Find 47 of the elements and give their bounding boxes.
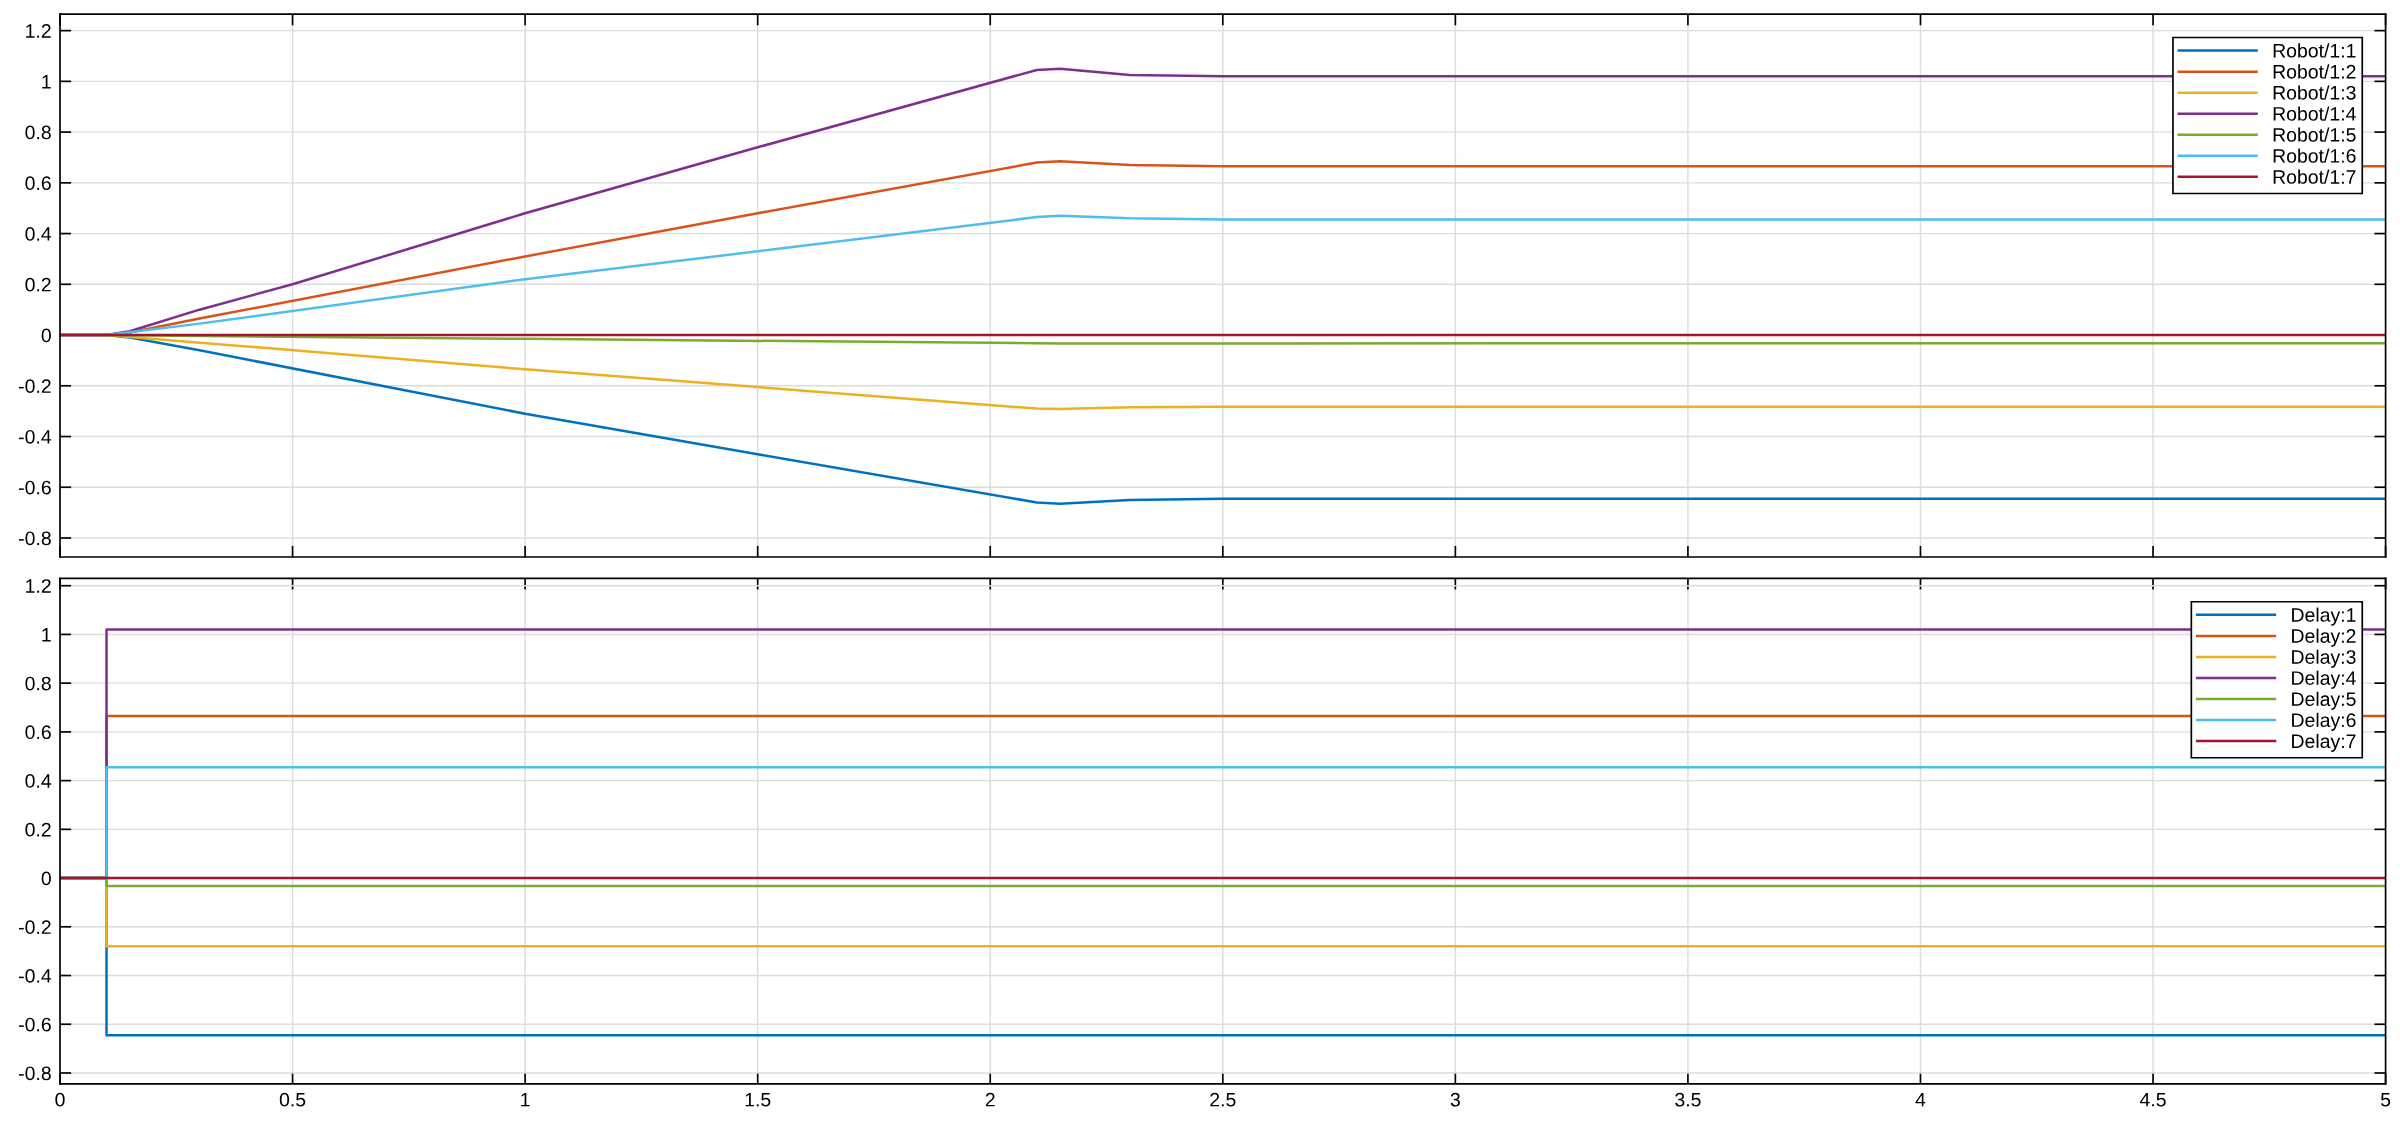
legend-label: Robot/1:4 — [2273, 106, 2356, 121]
y-tick-label: 1 — [42, 628, 51, 642]
x-tick-label: 0 — [55, 1092, 65, 1107]
y-tick-label: 0.4 — [25, 227, 52, 241]
y-tick-label: 0 — [41, 871, 51, 886]
x-tick-label: 5 — [2380, 1093, 2391, 1107]
y-tick-label: 0.2 — [25, 277, 51, 292]
legend-label: Delay:1 — [2292, 607, 2356, 626]
legend-label: Robot/1:3 — [2273, 85, 2356, 100]
legend-label: Robot/1:1 — [2273, 43, 2356, 58]
legend-label: Robot/1:2 — [2273, 64, 2356, 79]
legend-label: Delay:3 — [2292, 649, 2356, 668]
x-tick-label: 1 — [521, 1093, 530, 1107]
x-tick-label: 1.5 — [745, 1093, 771, 1107]
x-tick-label: 0.5 — [279, 1092, 306, 1107]
x-tick-label: 2.5 — [1210, 1092, 1236, 1107]
legend-label: Delay:5 — [2292, 691, 2356, 710]
legend-label: Robot/1:6 — [2273, 148, 2356, 163]
x-tick-label: 3 — [1450, 1092, 1460, 1107]
y-tick-label: -0.6 — [19, 480, 51, 495]
y-tick-label: 0 — [41, 328, 51, 343]
y-tick-label: -0.8 — [19, 531, 51, 546]
y-tick-label: -0.2 — [19, 379, 51, 394]
legend-label: Delay:4 — [2292, 670, 2356, 689]
legend-label: Robot/1:5 — [2273, 127, 2356, 142]
y-tick-label: 0.8 — [25, 676, 51, 691]
y-tick-label: -0.2 — [19, 920, 51, 935]
x-tick-label: 3.5 — [1675, 1092, 1701, 1107]
y-tick-label: 0.4 — [25, 774, 52, 788]
y-tick-label: 0.6 — [25, 176, 51, 191]
y-tick-label: 0.2 — [25, 822, 51, 837]
x-tick-label: 4.5 — [2139, 1093, 2166, 1107]
y-tick-label: 0.8 — [25, 125, 51, 140]
x-tick-label: 4 — [1915, 1093, 1926, 1107]
y-tick-label: -0.4 — [19, 429, 52, 444]
legend-label: Delay:2 — [2292, 628, 2356, 647]
legend-label: Delay:7 — [2292, 733, 2356, 752]
y-tick-label: 1.2 — [26, 24, 51, 38]
y-tick-label: 1 — [42, 75, 51, 89]
y-tick-label: -0.8 — [19, 1066, 51, 1081]
y-tick-label: 0.6 — [25, 725, 51, 740]
y-tick-label: -0.6 — [19, 1017, 51, 1032]
legend-label: Delay:6 — [2292, 712, 2356, 731]
y-tick-label: -0.4 — [19, 969, 52, 983]
y-tick-label: 1.2 — [26, 579, 51, 593]
x-tick-label: 2 — [985, 1092, 995, 1107]
legend-label: Robot/1:7 — [2273, 169, 2356, 184]
